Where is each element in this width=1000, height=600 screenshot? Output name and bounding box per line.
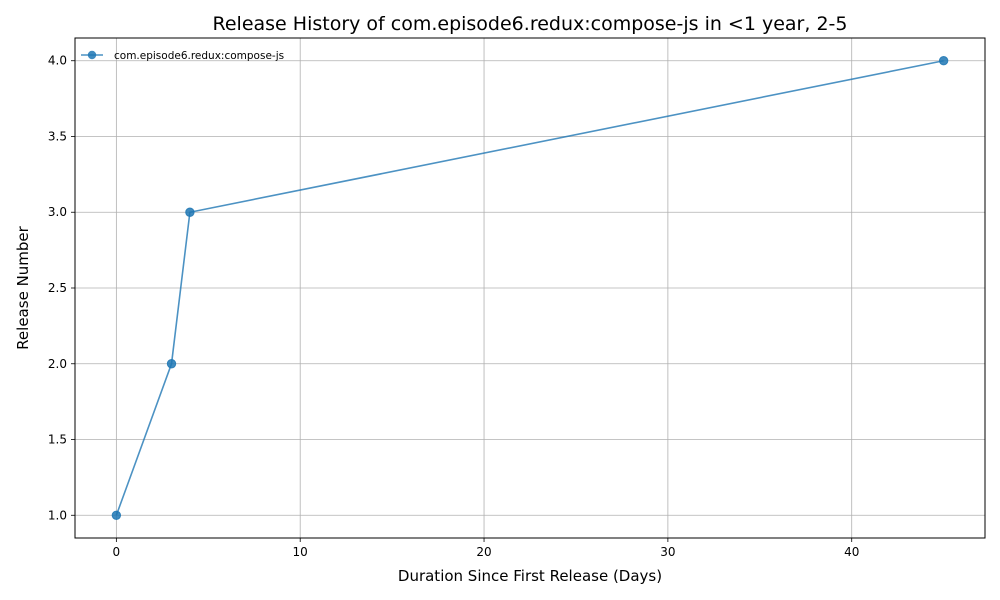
y-axis-title: Release Number	[14, 225, 32, 349]
x-tick-label: 30	[660, 545, 675, 559]
x-axis: 0 10 20 30 40	[113, 538, 859, 559]
legend-marker-swatch	[87, 50, 97, 60]
data-point	[938, 56, 949, 66]
x-tick-label: 20	[476, 545, 491, 559]
data-point	[185, 207, 195, 217]
legend-label: com.episode6.redux:compose-js	[114, 50, 284, 62]
y-axis: 1.0 1.5 2.0 2.5 3.0 3.5 4.0	[48, 54, 75, 522]
series-layer	[111, 56, 949, 520]
grid	[75, 38, 985, 538]
legend: com.episode6.redux:compose-js	[81, 50, 284, 62]
y-tick-label: 3.0	[48, 205, 67, 219]
y-tick-label: 2.5	[48, 281, 67, 295]
chart-title: Release History of com.episode6.redux:co…	[213, 13, 848, 35]
y-tick-label: 2.0	[48, 357, 67, 371]
y-tick-label: 3.5	[48, 129, 67, 143]
y-tick-label: 1.5	[48, 433, 67, 447]
y-tick-label: 1.0	[48, 508, 67, 522]
x-tick-label: 40	[844, 545, 859, 559]
data-point	[111, 510, 122, 520]
series-line	[115, 59, 944, 516]
data-point	[166, 359, 177, 369]
x-axis-title: Duration Since First Release (Days)	[398, 567, 662, 585]
x-tick-label: 0	[113, 545, 121, 559]
y-tick-label: 4.0	[48, 54, 67, 68]
x-tick-label: 10	[293, 545, 308, 559]
